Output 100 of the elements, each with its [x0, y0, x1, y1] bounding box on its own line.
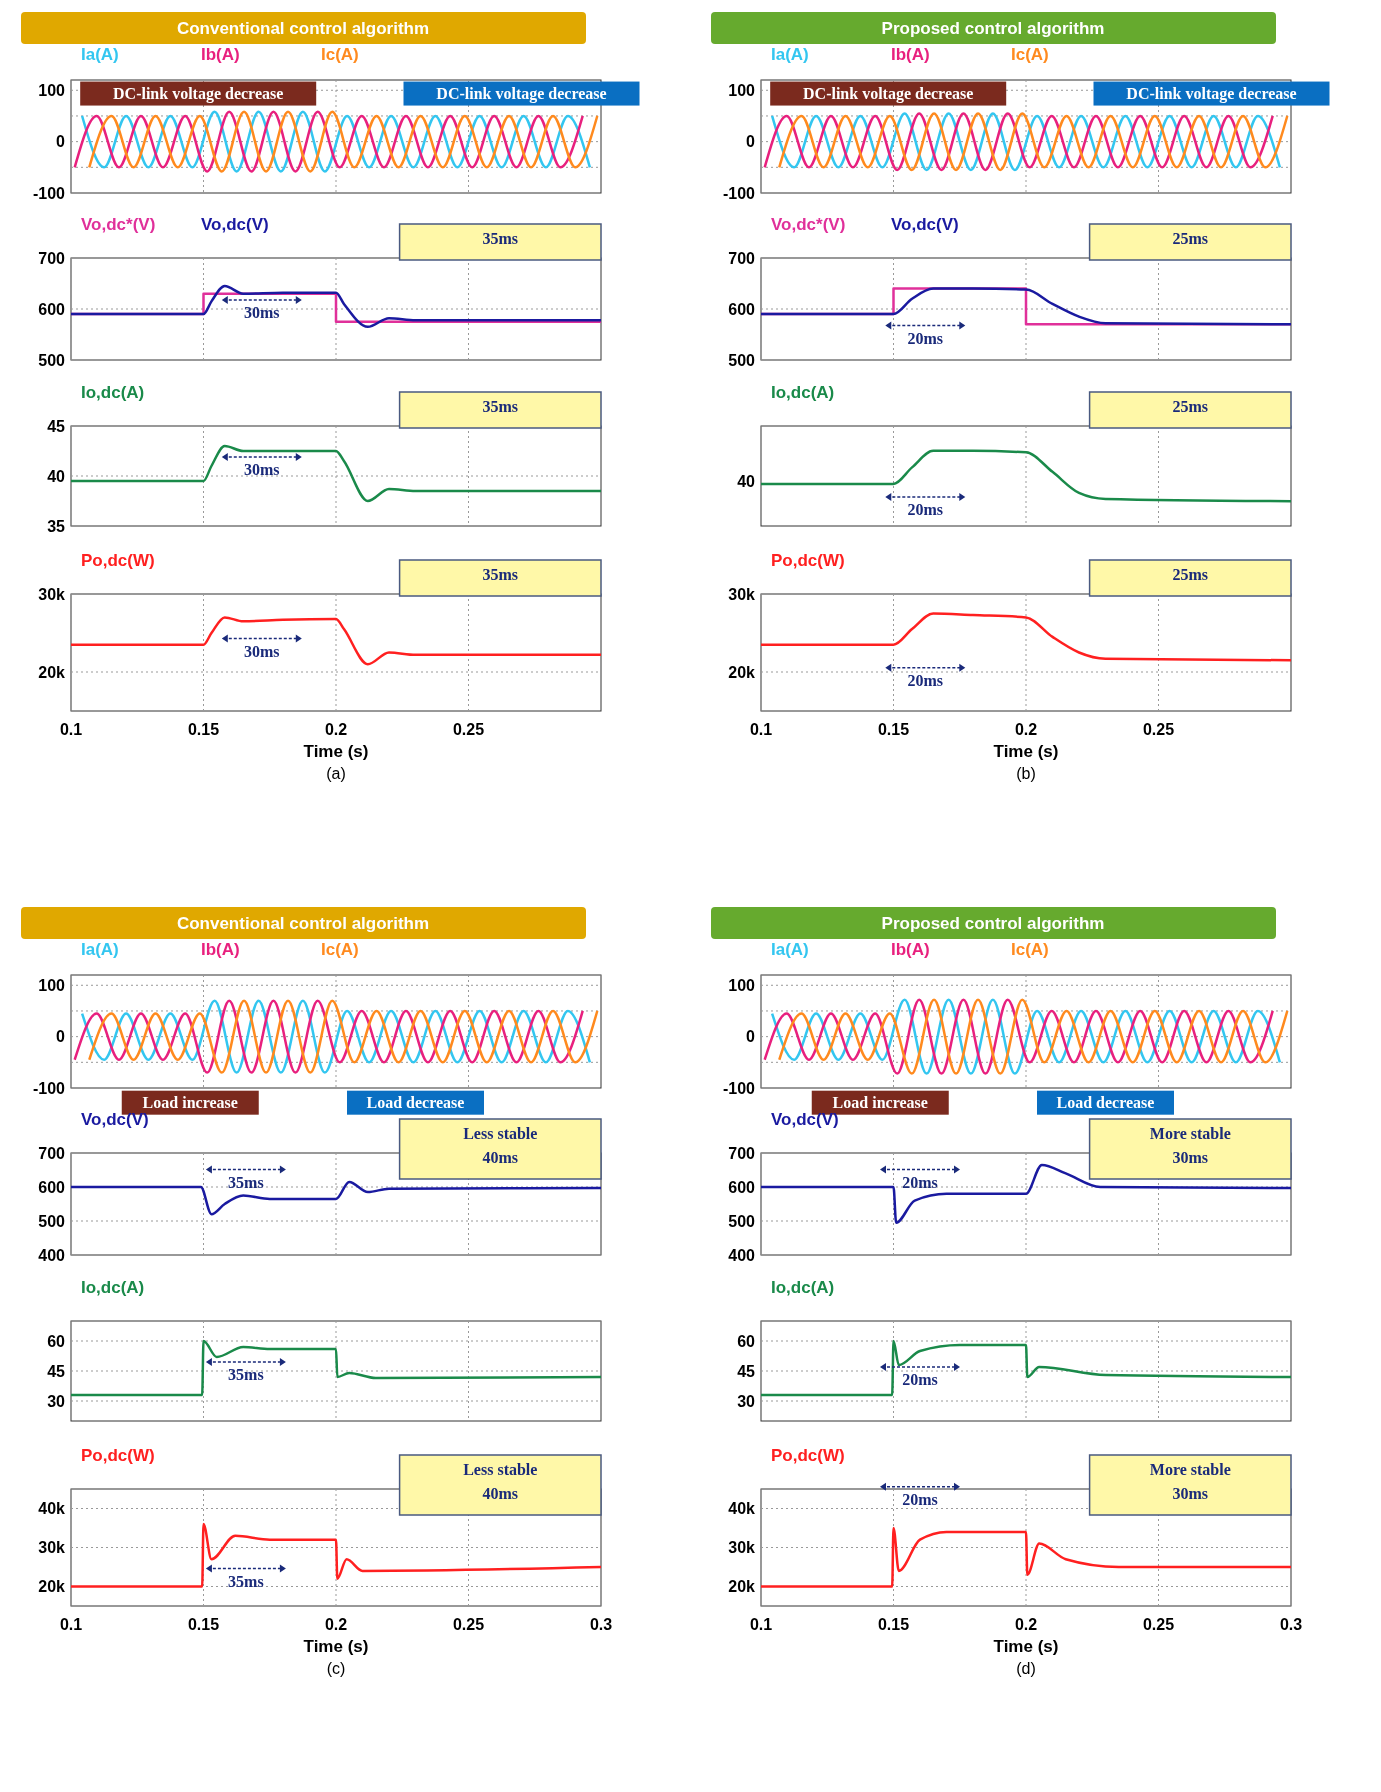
text: Io,dc(A): [81, 383, 145, 402]
y-tick-label: 500: [38, 351, 66, 369]
annotation: DC-link voltage decrease: [436, 84, 607, 103]
y-tick-label: 400: [728, 1246, 756, 1264]
y-tick-label: 600: [38, 300, 66, 318]
x-tick-label: 0.15: [187, 721, 220, 738]
y-tick-label: 600: [38, 1178, 66, 1196]
text: Vo,dc(V): [771, 1110, 839, 1129]
y-tick-label: 20k: [38, 1578, 66, 1596]
chart-title: Proposed control algorithm: [881, 914, 1105, 933]
y-tick-label: 30: [737, 1392, 756, 1410]
annotation: 30ms: [244, 461, 280, 478]
y-tick-label: 45: [47, 417, 66, 435]
x-tick-label: 0.2: [1014, 1616, 1038, 1633]
y-tick-label: 40k: [728, 1500, 756, 1518]
text: Load increase: [832, 1093, 928, 1111]
y-tick-label: 0: [56, 1028, 66, 1046]
x-axis-title: Time (s): [303, 742, 369, 761]
x-axis-title: Time (s): [303, 1637, 369, 1656]
text: 25ms: [1172, 566, 1209, 583]
y-tick-label: 60: [737, 1332, 756, 1350]
x-tick-label: 0.3: [589, 1616, 613, 1633]
text: Load decrease: [1056, 1093, 1155, 1111]
text: More stable: [1149, 1125, 1231, 1142]
y-tick-label: -100: [722, 1079, 756, 1097]
x-tick-label: 0.1: [59, 1616, 83, 1633]
text: Io,dc(A): [81, 1278, 145, 1297]
text: Ib(A): [201, 45, 240, 64]
x-axis-title: Time (s): [993, 1637, 1059, 1656]
y-tick-label: 0: [56, 133, 66, 151]
annotation: 30ms: [244, 642, 280, 660]
y-tick-label: 20k: [728, 663, 756, 681]
y-tick-label: 60: [47, 1332, 66, 1350]
text: Ib(A): [201, 940, 240, 959]
text: Load increase: [142, 1093, 238, 1111]
annotation: 30ms: [1172, 1149, 1209, 1166]
annotation: DC-link voltage decrease: [1126, 84, 1297, 103]
y-tick-label: 700: [728, 249, 756, 267]
text: Ib(A): [891, 45, 930, 64]
annotation: 20ms: [907, 501, 944, 518]
text: Less stable: [463, 1125, 538, 1142]
text: Vo,dc*(V): [81, 215, 156, 234]
x-tick-label: 0.25: [1142, 721, 1175, 738]
x-tick-label: 0.1: [749, 1616, 773, 1633]
text: (d): [1016, 1660, 1036, 1677]
text: Io,dc(A): [771, 383, 835, 402]
annotation: 40ms: [482, 1149, 519, 1166]
y-tick-label: 0: [746, 133, 756, 151]
x-tick-label: 0.1: [749, 721, 773, 738]
text: 25ms: [1172, 230, 1209, 247]
text: Ic(A): [1011, 45, 1049, 64]
y-tick-label: 700: [38, 1144, 66, 1162]
chart-title: Proposed control algorithm: [881, 19, 1105, 38]
x-tick-label: 0.25: [1142, 1616, 1175, 1633]
chart-title: Conventional control algorithm: [176, 19, 430, 38]
text: (a): [326, 765, 346, 782]
annotation: 35ms: [228, 1572, 264, 1590]
text: 35ms: [482, 566, 519, 583]
text: Ic(A): [321, 940, 359, 959]
x-tick-label: 0.2: [324, 1616, 348, 1633]
x-tick-label: 0.2: [324, 721, 348, 738]
y-tick-label: -100: [32, 1079, 66, 1097]
y-tick-label: 20k: [728, 1578, 756, 1596]
text: Vo,dc(V): [81, 1110, 149, 1129]
y-tick-label: 700: [728, 1144, 756, 1162]
y-tick-label: 600: [728, 1178, 756, 1196]
y-tick-label: 35: [47, 517, 66, 535]
y-tick-label: 30k: [728, 585, 756, 603]
text: (b): [1016, 765, 1036, 782]
text: Ic(A): [321, 45, 359, 64]
text: 35ms: [482, 230, 519, 247]
y-tick-label: 30k: [728, 1539, 756, 1557]
text: Ic(A): [1011, 940, 1049, 959]
annotation: DC-link voltage decrease: [113, 84, 284, 103]
y-tick-label: 100: [38, 976, 66, 994]
annotation: 30ms: [1172, 1485, 1209, 1502]
annotation: 20ms: [902, 1490, 938, 1508]
text: (c): [326, 1660, 346, 1677]
annotation: 20ms: [907, 329, 944, 347]
text: 25ms: [1172, 398, 1209, 415]
text: Po,dc(W): [81, 1446, 155, 1465]
y-tick-label: 20k: [38, 663, 66, 681]
text: 35ms: [482, 398, 519, 415]
annotation: 20ms: [902, 1371, 938, 1388]
text: Ia(A): [81, 940, 119, 959]
annotation: 40ms: [482, 1485, 519, 1502]
y-tick-label: 100: [728, 81, 756, 99]
y-tick-label: 45: [737, 1362, 756, 1380]
text: Ib(A): [891, 940, 930, 959]
y-tick-label: -100: [32, 184, 66, 202]
annotation: 35ms: [228, 1173, 264, 1191]
x-tick-label: 0.15: [187, 1616, 220, 1633]
x-tick-label: 0.15: [877, 1616, 910, 1633]
text: Ia(A): [771, 940, 809, 959]
text: Vo,dc(V): [201, 215, 269, 234]
text: Ia(A): [771, 45, 809, 64]
annotation: DC-link voltage decrease: [803, 84, 974, 103]
x-axis-title: Time (s): [993, 742, 1059, 761]
y-tick-label: 100: [728, 976, 756, 994]
y-tick-label: -100: [722, 184, 756, 202]
